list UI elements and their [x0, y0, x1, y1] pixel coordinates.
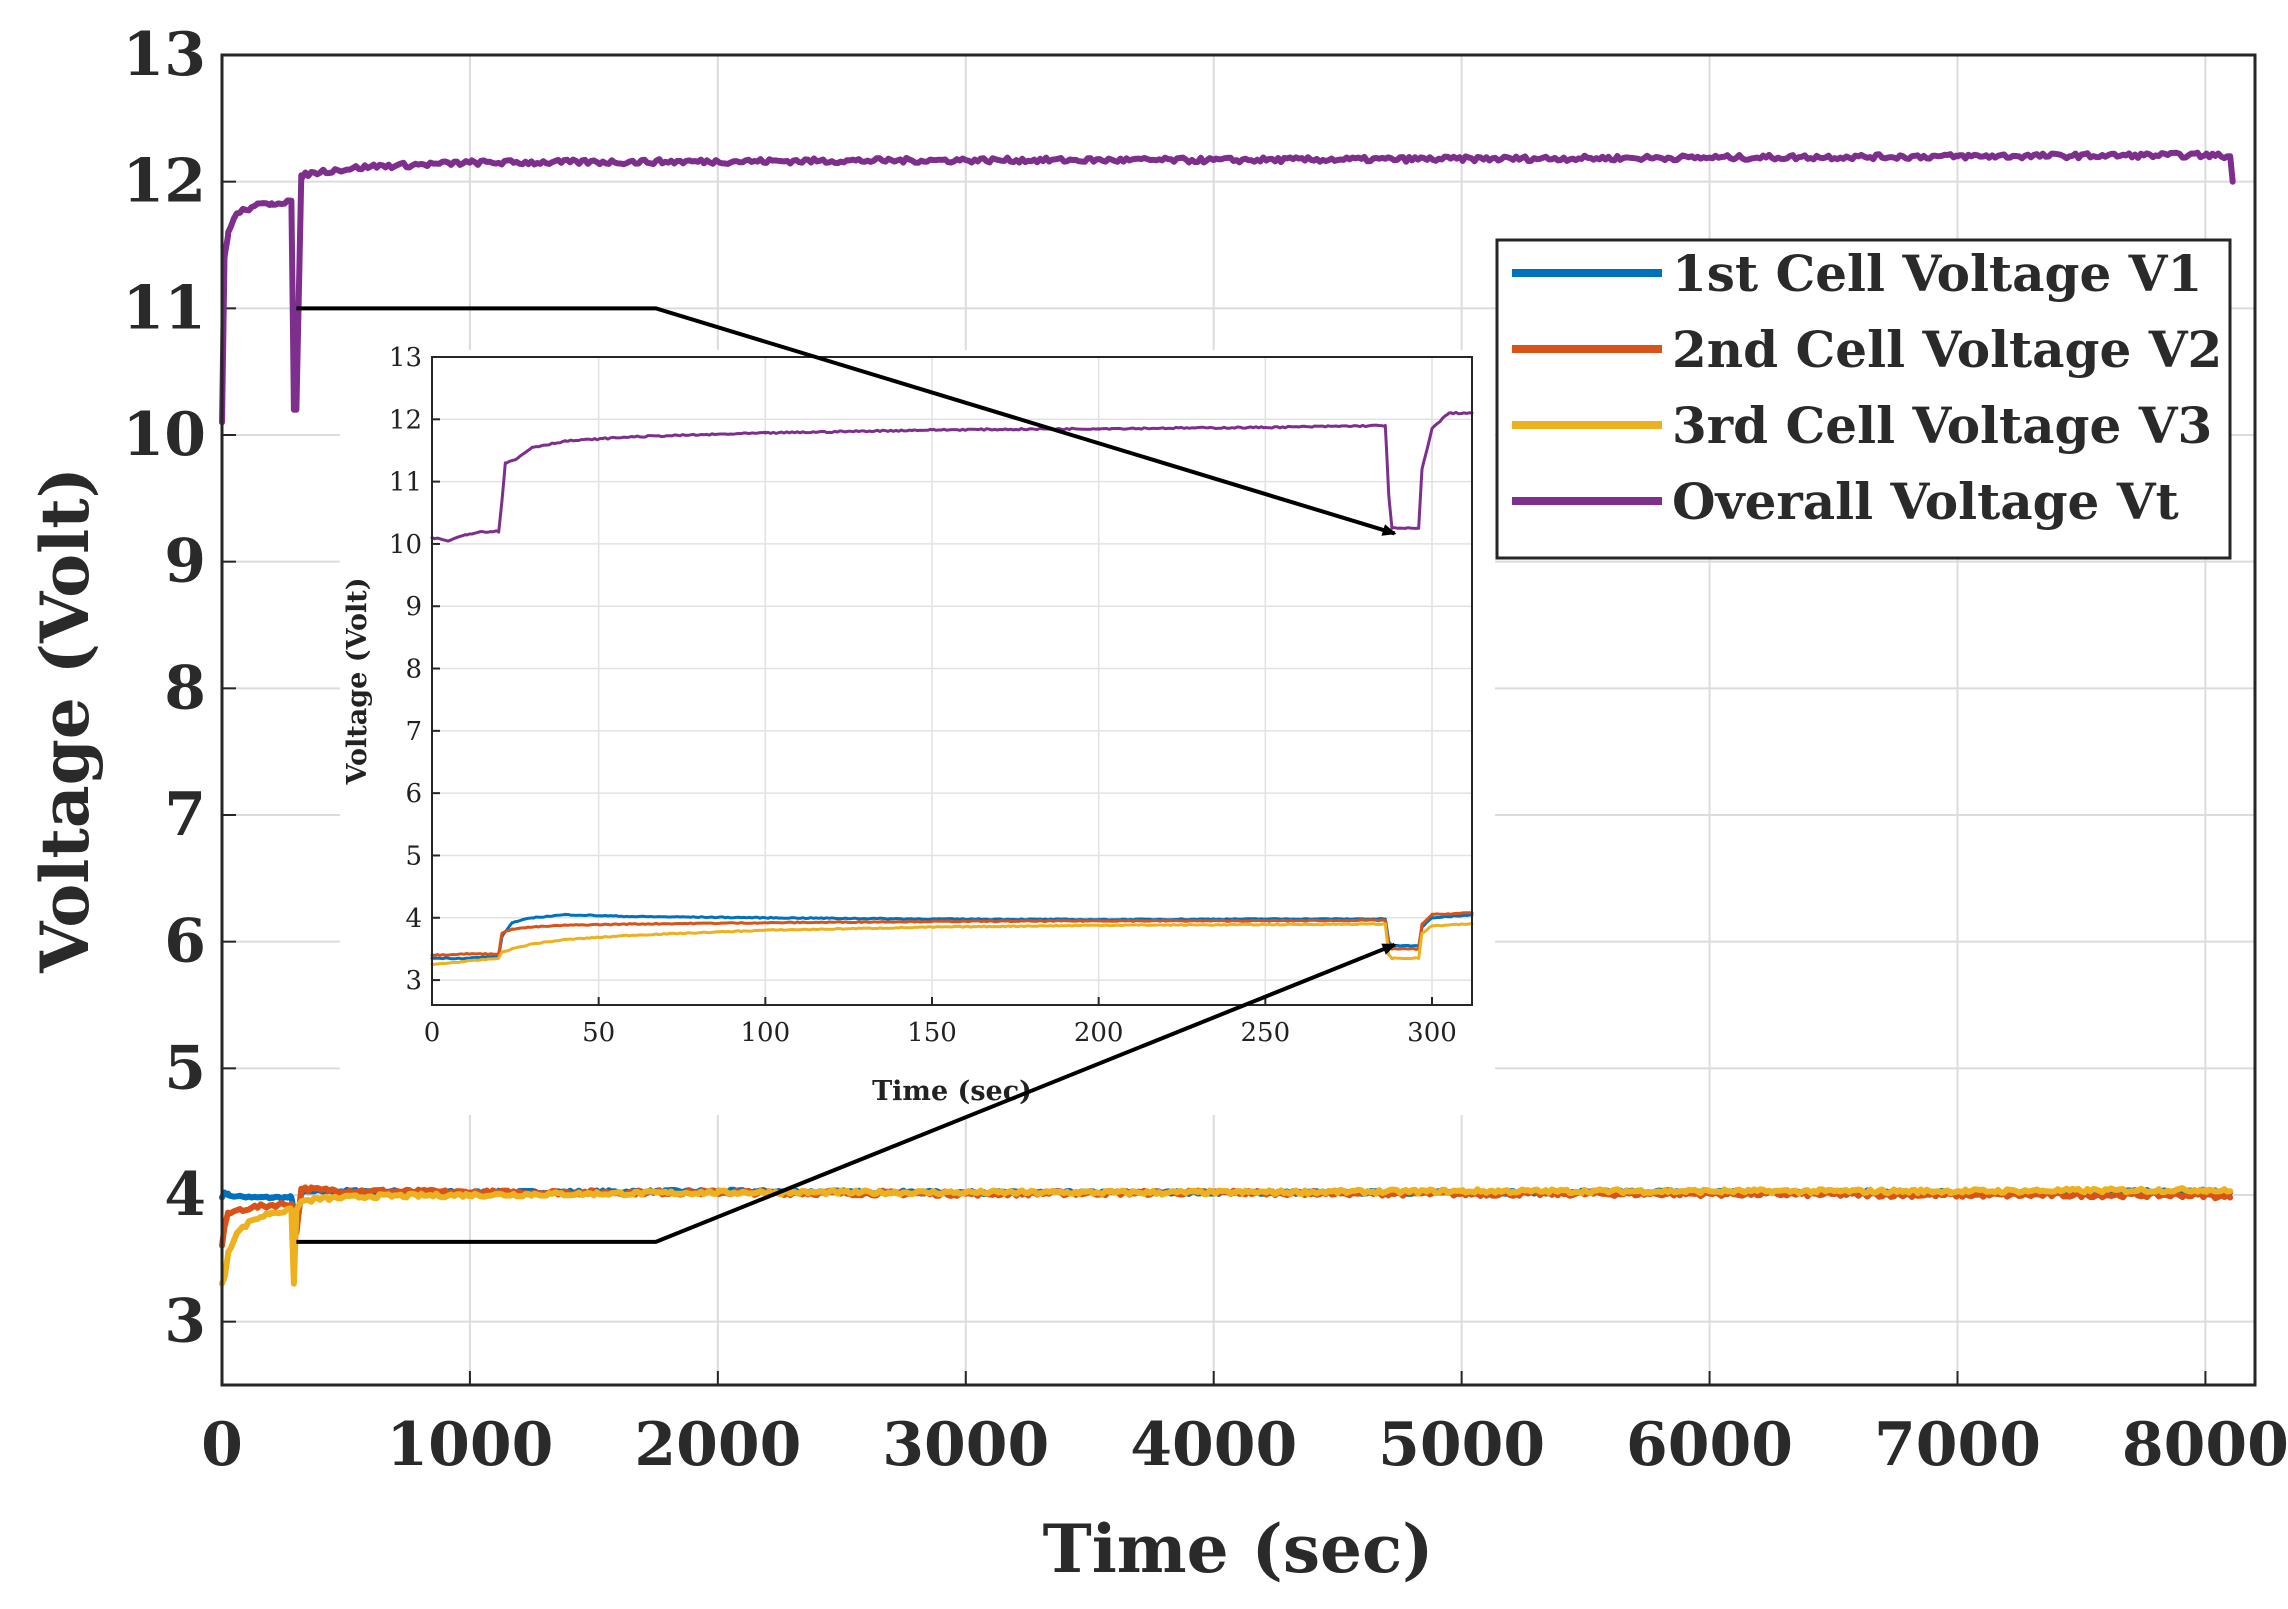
inset-y-tick-label: 6	[405, 779, 422, 809]
inset-x-tick-label: 250	[1241, 1018, 1291, 1048]
inset-y-tick-label: 13	[389, 343, 422, 373]
main-x-tick-label: 5000	[1378, 1410, 1545, 1480]
inset-series-overall-voltage-vt	[430, 410, 1474, 543]
main-x-tick-label: 6000	[1626, 1410, 1793, 1480]
inset-x-tick-label: 0	[424, 1018, 441, 1048]
main-x-tick-label: 0	[201, 1410, 243, 1480]
main-y-tick-label: 12	[123, 147, 207, 217]
legend-entry-label: Overall Voltage Vt	[1672, 472, 2179, 531]
main-x-axis-label: Time (sec)	[1043, 1510, 1434, 1588]
inset-y-tick-label: 3	[405, 966, 422, 996]
main-y-tick-label: 7	[164, 780, 206, 850]
main-x-tick-label: 3000	[882, 1410, 1049, 1480]
inset-plot-background	[432, 357, 1472, 1005]
inset-series-1st-cell-voltage-v1	[430, 912, 1474, 961]
inset-y-tick-label: 7	[405, 717, 422, 747]
main-y-tick-label: 10	[123, 400, 207, 470]
legend-entry-label: 1st Cell Voltage V1	[1672, 244, 2202, 303]
inset-y-tick-label: 11	[389, 468, 422, 498]
main-tick-labels: 0 1000 2000 3000 4000 5000 6000 7000 80003456789…	[123, 20, 2288, 1480]
inset-y-axis-label: Voltage (Volt)	[342, 578, 373, 786]
main-y-tick-label: 8	[164, 653, 206, 723]
legend-entry-label: 2nd Cell Voltage V2	[1672, 320, 2222, 379]
inset-series-3rd-cell-voltage-v3	[430, 922, 1474, 966]
inset-x-tick-label: 100	[741, 1018, 791, 1048]
inset-y-tick-label: 9	[405, 592, 422, 622]
inset-x-tick-label: 150	[907, 1018, 957, 1048]
legend-entry-label: 3rd Cell Voltage V3	[1672, 396, 2212, 455]
inset-x-tick-label: 200	[1074, 1018, 1124, 1048]
main-y-tick-label: 5	[164, 1033, 206, 1103]
main-x-tick-label: 4000	[1130, 1410, 1297, 1480]
inset-y-tick-label: 12	[389, 405, 422, 435]
inset-tick-labels: 0 50 100 150 200 250 300 3 4 5 6 7 8 9 10 11 12 13	[389, 343, 1457, 1048]
main-x-tick-label: 8000	[2122, 1410, 2288, 1480]
main-series-group	[219, 149, 2236, 1287]
main-y-tick-label: 11	[123, 273, 207, 343]
main-series-3rd-cell-voltage-v3	[219, 1185, 2234, 1287]
inset-y-tick-label: 5	[405, 841, 422, 871]
main-y-tick-label: 4	[164, 1160, 206, 1230]
main-y-tick-label: 9	[164, 527, 206, 597]
main-x-tick-label: 2000	[634, 1410, 801, 1480]
inset-series-2nd-cell-voltage-v2	[430, 911, 1474, 957]
inset-y-tick-label: 8	[405, 655, 422, 685]
inset-y-tick-label: 10	[389, 530, 422, 560]
inset-x-tick-label: 300	[1407, 1018, 1457, 1048]
inset-axes-frame	[431, 356, 1473, 1006]
zoom-arrow-overall	[296, 306, 1397, 536]
inset-x-tick-label: 50	[582, 1018, 615, 1048]
main-y-tick-label: 3	[164, 1287, 206, 1357]
main-y-axis-label: Voltage (Volt)	[26, 467, 104, 974]
inset-series-group	[430, 410, 1474, 966]
main-x-tick-label: 7000	[1874, 1410, 2041, 1480]
main-x-tick-label: 1000	[386, 1410, 553, 1480]
legend: 1st Cell Voltage V1 2nd Cell Voltage V2 3r…	[1495, 238, 2232, 560]
inset-y-tick-label: 4	[405, 904, 422, 934]
zoom-arrow-cells	[296, 942, 1397, 1244]
main-y-tick-label: 13	[123, 20, 207, 90]
main-series-overall-voltage-vt	[219, 149, 2236, 426]
main-axes-frame	[220, 53, 2257, 1387]
main-y-tick-label: 6	[164, 907, 206, 977]
zoom-arrows	[296, 306, 1397, 1244]
